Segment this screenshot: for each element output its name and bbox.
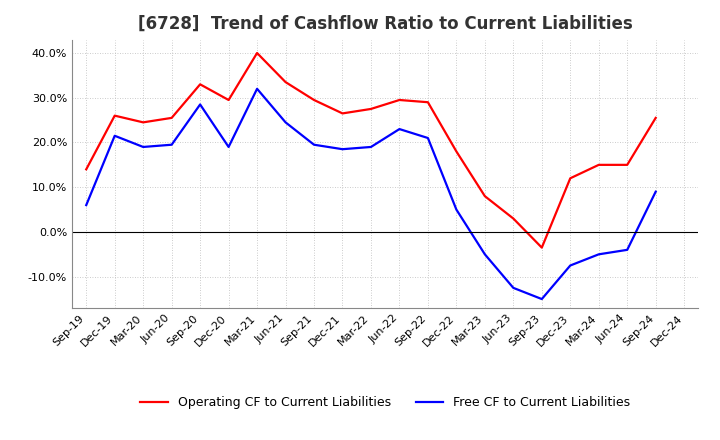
Free CF to Current Liabilities [110,133,119,139]
Operating CF to Current Liabilities [537,245,546,250]
Operating CF to Current Liabilities [452,149,461,154]
Free CF to Current Liabilities [452,207,461,212]
Operating CF to Current Liabilities [566,176,575,181]
Operating CF to Current Liabilities [110,113,119,118]
Free CF to Current Liabilities [82,202,91,208]
Free CF to Current Liabilities [595,252,603,257]
Operating CF to Current Liabilities [338,111,347,116]
Free CF to Current Liabilities [167,142,176,147]
Operating CF to Current Liabilities [282,80,290,85]
Free CF to Current Liabilities [395,126,404,132]
Free CF to Current Liabilities [423,136,432,141]
Free CF to Current Liabilities [253,86,261,92]
Free CF to Current Liabilities [537,297,546,302]
Line: Operating CF to Current Liabilities: Operating CF to Current Liabilities [86,53,656,248]
Free CF to Current Liabilities [225,144,233,150]
Free CF to Current Liabilities [366,144,375,150]
Line: Free CF to Current Liabilities: Free CF to Current Liabilities [86,89,656,299]
Free CF to Current Liabilities [652,189,660,194]
Operating CF to Current Liabilities [310,97,318,103]
Operating CF to Current Liabilities [139,120,148,125]
Operating CF to Current Liabilities [167,115,176,121]
Legend: Operating CF to Current Liabilities, Free CF to Current Liabilities: Operating CF to Current Liabilities, Fre… [135,392,635,414]
Operating CF to Current Liabilities [82,167,91,172]
Operating CF to Current Liabilities [595,162,603,168]
Operating CF to Current Liabilities [623,162,631,168]
Free CF to Current Liabilities [282,120,290,125]
Operating CF to Current Liabilities [225,97,233,103]
Free CF to Current Liabilities [509,285,518,290]
Operating CF to Current Liabilities [652,115,660,121]
Operating CF to Current Liabilities [509,216,518,221]
Free CF to Current Liabilities [310,142,318,147]
Operating CF to Current Liabilities [196,82,204,87]
Free CF to Current Liabilities [623,247,631,253]
Free CF to Current Liabilities [196,102,204,107]
Title: [6728]  Trend of Cashflow Ratio to Current Liabilities: [6728] Trend of Cashflow Ratio to Curren… [138,15,633,33]
Operating CF to Current Liabilities [423,99,432,105]
Free CF to Current Liabilities [566,263,575,268]
Operating CF to Current Liabilities [253,50,261,55]
Free CF to Current Liabilities [480,252,489,257]
Operating CF to Current Liabilities [480,194,489,199]
Free CF to Current Liabilities [139,144,148,150]
Operating CF to Current Liabilities [395,97,404,103]
Free CF to Current Liabilities [338,147,347,152]
Operating CF to Current Liabilities [366,106,375,112]
